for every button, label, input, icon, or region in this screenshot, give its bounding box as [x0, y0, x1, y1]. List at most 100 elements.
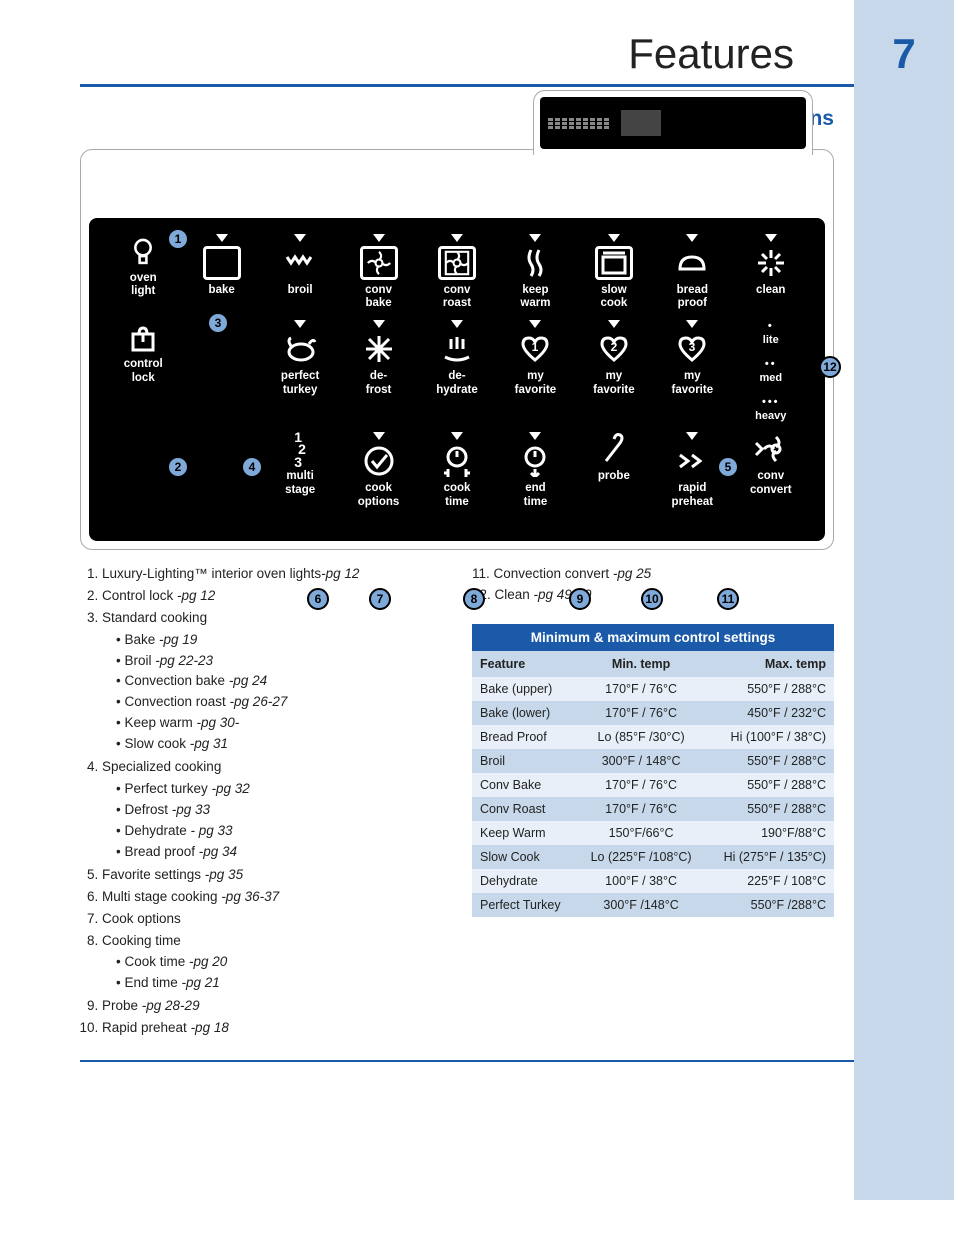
lock-icon [124, 320, 162, 354]
feature-item: Control lock -pg 12 [102, 586, 442, 607]
probe-icon [595, 432, 633, 466]
heart1-icon: 1 [516, 332, 554, 366]
page-number: 7 [854, 30, 954, 78]
page-title: Features [80, 30, 814, 78]
panel-button-label: broil [288, 284, 313, 297]
panel-button: 1my favorite [499, 320, 571, 396]
feature-subitem: Bread proof -pg 34 [116, 842, 442, 863]
panel-button-label: control lock [124, 358, 163, 384]
feature-subitem: Dehydrate - pg 33 [116, 821, 442, 842]
feature-subitem: Keep warm -pg 30- [116, 713, 442, 734]
feature-item: 11. Convection convert -pg 25 [472, 564, 834, 585]
panel-button-label: my favorite [672, 370, 714, 396]
multi-icon: 1 23 [281, 432, 319, 466]
panel-button-label: conv bake [365, 284, 392, 310]
broil-icon [281, 246, 319, 280]
panel-button: •lite••med•••heavy [735, 320, 807, 422]
panel-button: conv roast [421, 234, 493, 310]
panel-button-label: conv convert [750, 470, 792, 496]
panel-button: 2 my favorite [578, 320, 650, 396]
panel-button: 3 my favorite [656, 320, 728, 396]
table-row: Bake (upper)170°F / 76°C550°F / 288°C [472, 677, 834, 701]
callout-badge: 11 [717, 588, 739, 610]
panel-button-label: probe [598, 470, 630, 483]
panel-button: broil [264, 234, 336, 302]
panel-button-label: cook options [358, 482, 400, 508]
panel-button: end time [499, 432, 571, 508]
callout-badge: 12 [819, 356, 841, 378]
panel-button-label: my favorite [593, 370, 635, 396]
bread-icon [673, 246, 711, 280]
panel-button: control lock [107, 320, 179, 388]
feature-subitem: Perfect turkey -pg 32 [116, 779, 442, 800]
panel-button: bread proof [656, 234, 728, 310]
svg-text:1: 1 [532, 340, 539, 354]
panel-button-label: perfect turkey [281, 370, 319, 396]
rapid-icon [673, 444, 711, 478]
table-row: Dehydrate100°F / 38°C225°F / 108°C [472, 869, 834, 893]
turkey-icon [281, 332, 319, 366]
panel-button: keep warm [499, 234, 571, 310]
footer-rule [80, 1060, 854, 1062]
heart2-icon: 2 [595, 332, 633, 366]
header-rule [80, 84, 854, 87]
panel-button: perfect turkey [264, 320, 336, 396]
panel-button-label: rapid preheat [672, 482, 714, 508]
feature-subitem: Convection bake -pg 24 [116, 671, 442, 692]
table-row: Keep Warm150°F/66°C190°F/88°C [472, 821, 834, 845]
bulb-icon [124, 234, 162, 268]
panel-button-label: multi stage [285, 470, 315, 496]
feature-item: Standard cookingBake -pg 19Broil -pg 22-… [102, 608, 442, 755]
feature-item: Luxury-Lighting™ interior oven lights-pg… [102, 564, 442, 585]
feature-item: Cook options [102, 909, 442, 930]
panel-button: conv convert [735, 432, 807, 500]
panel-button-label: oven light [130, 272, 157, 298]
callout-badge: 9 [569, 588, 591, 610]
callout-badge: 5 [717, 456, 739, 478]
feature-subitem: Slow cook -pg 31 [116, 734, 442, 755]
fan1-icon [360, 246, 398, 280]
panel-button-label: cook time [444, 482, 471, 508]
panel-button: 1 23 multi stage [264, 432, 336, 500]
ctime-icon [438, 444, 476, 478]
feature-item: Rapid preheat -pg 18 [102, 1018, 442, 1039]
panel-button-label: de- hydrate [436, 370, 478, 396]
control-panel-illustration: oven lightbakebroilconv bakeconv roastke… [80, 149, 834, 550]
heart3-icon: 3 [673, 332, 711, 366]
feature-subitem: Convection roast -pg 26-27 [116, 692, 442, 713]
mini-panel-inset [533, 90, 813, 155]
callout-badge: 1 [167, 228, 189, 250]
table-row: Slow CookLo (225°F /108°C)Hi (275°F / 13… [472, 845, 834, 869]
callout-badge: 7 [369, 588, 391, 610]
feature-item: Multi stage cooking -pg 36-37 [102, 887, 442, 908]
callout-badge: 4 [241, 456, 263, 478]
callout-badge: 10 [641, 588, 663, 610]
panel-button-label: keep warm [520, 284, 550, 310]
panel-button: de- frost [342, 320, 414, 396]
panel-button-label: end time [524, 482, 548, 508]
table-row: Conv Roast170°F / 76°C550°F / 288°C [472, 797, 834, 821]
feature-item: Favorite settings -pg 35 [102, 865, 442, 886]
feature-item: Probe -pg 28-29 [102, 996, 442, 1017]
table-row: Bread ProofLo (85°F /30°C)Hi (100°F / 38… [472, 725, 834, 749]
panel-button: de- hydrate [421, 320, 493, 396]
panel-button: slow cook [578, 234, 650, 310]
callout-badge: 3 [207, 312, 229, 334]
table-title: Minimum & maximum control settings [472, 624, 834, 651]
table-row: Broil300°F / 148°C550°F / 288°C [472, 749, 834, 773]
panel-button: cook time [421, 432, 493, 508]
panel-button: conv bake [342, 234, 414, 310]
convc-icon [752, 432, 790, 466]
panel-button-label: slow cook [600, 284, 627, 310]
svg-text:3: 3 [689, 340, 696, 354]
clean-icon [752, 246, 790, 280]
panel-button-label: conv roast [443, 284, 471, 310]
panel-button-label: bread proof [677, 284, 708, 310]
callout-badge: 2 [167, 456, 189, 478]
callout-badge: 6 [307, 588, 329, 610]
dehy-icon [438, 332, 476, 366]
table-col-max: Max. temp [705, 651, 834, 677]
panel-button: cook options [342, 432, 414, 508]
feature-subitem: Cook time -pg 20 [116, 952, 442, 973]
snow-icon [360, 332, 398, 366]
